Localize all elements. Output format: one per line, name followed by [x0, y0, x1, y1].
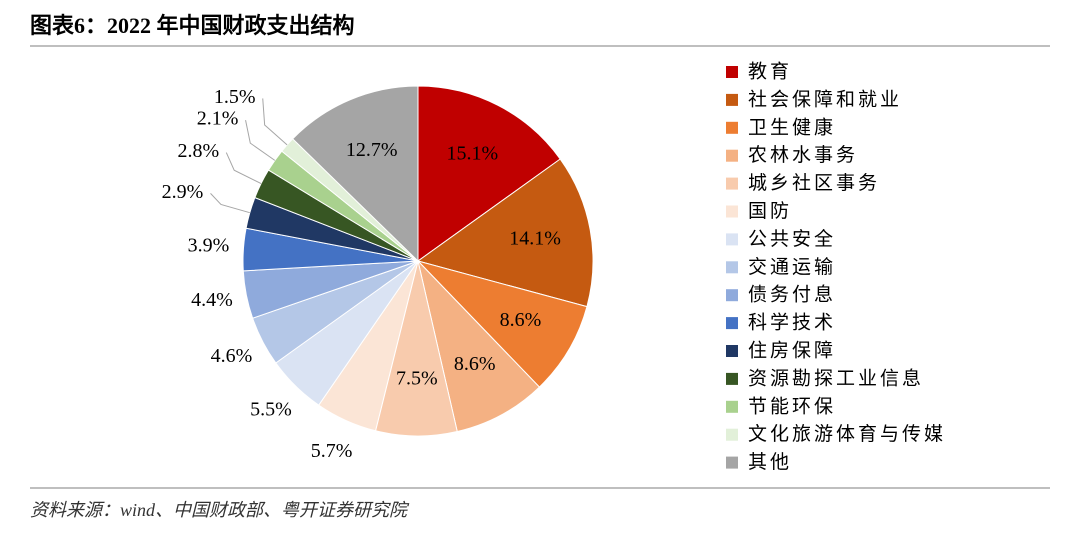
- data-label: 3.9%: [188, 235, 230, 257]
- legend-label: 债务付息: [748, 284, 836, 306]
- data-label: 8.6%: [500, 309, 542, 331]
- legend-swatch: [726, 345, 738, 357]
- legend-label: 社会保障和就业: [748, 88, 902, 110]
- data-label: 15.1%: [447, 143, 499, 165]
- pie-slice: [417, 85, 561, 262]
- leader-line: [225, 152, 262, 184]
- leader-line: [262, 98, 288, 146]
- source: 资料来源：wind、中国财政部、粤开证券研究院: [30, 500, 410, 520]
- data-label: 5.5%: [250, 398, 292, 420]
- legend-swatch: [726, 289, 738, 302]
- legend-swatch: [726, 121, 738, 134]
- legend-swatch: [726, 400, 738, 413]
- legend-swatch: [726, 149, 738, 162]
- data-label: 7.5%: [396, 368, 438, 390]
- legend-swatch: [726, 456, 738, 469]
- title: 图表6：2022 年中国财政支出结构: [30, 13, 355, 38]
- legend-label: 卫生健康: [748, 116, 836, 138]
- data-label: 12.7%: [346, 139, 398, 161]
- data-label: 5.7%: [311, 440, 353, 462]
- legend-label: 其他: [748, 451, 792, 473]
- legend-swatch: [726, 205, 738, 218]
- leader-line: [210, 193, 250, 214]
- pie-slice: [292, 85, 419, 263]
- data-label: 2.1%: [197, 108, 239, 130]
- legend-label: 节能环保: [748, 395, 836, 417]
- legend-label: 住房保障: [748, 340, 836, 362]
- legend-label: 文化旅游体育与传媒: [748, 423, 946, 445]
- legend-label: 农林水事务: [748, 144, 858, 166]
- legend-label: 城乡社区事务: [748, 172, 880, 194]
- legend-label: 国防: [748, 200, 792, 222]
- pie-slice: [416, 158, 594, 308]
- leader-line: [245, 120, 276, 161]
- pie-slice: [417, 259, 541, 433]
- data-label: 2.8%: [177, 140, 219, 162]
- legend-swatch: [726, 66, 738, 78]
- data-label: 8.6%: [454, 353, 496, 375]
- legend-swatch: [726, 233, 738, 246]
- data-label: 4.6%: [211, 345, 253, 367]
- data-label: 2.9%: [162, 181, 204, 203]
- legend-swatch: [726, 261, 738, 274]
- legend-swatch: [726, 177, 738, 190]
- data-label: 14.1%: [509, 227, 561, 249]
- legend-swatch: [726, 93, 738, 106]
- data-label: 1.5%: [214, 86, 256, 108]
- legend-label: 教育: [748, 61, 792, 83]
- pie-slice: [416, 260, 588, 388]
- legend-swatch: [726, 372, 738, 385]
- legend-label: 科学技术: [748, 312, 836, 334]
- legend-label: 资源勘探工业信息: [748, 367, 924, 389]
- data-label: 4.4%: [191, 289, 233, 311]
- legend-label: 交通运输: [748, 256, 836, 278]
- legend-label: 公共安全: [748, 228, 836, 250]
- legend-swatch: [726, 317, 738, 330]
- legend-swatch: [726, 428, 738, 441]
